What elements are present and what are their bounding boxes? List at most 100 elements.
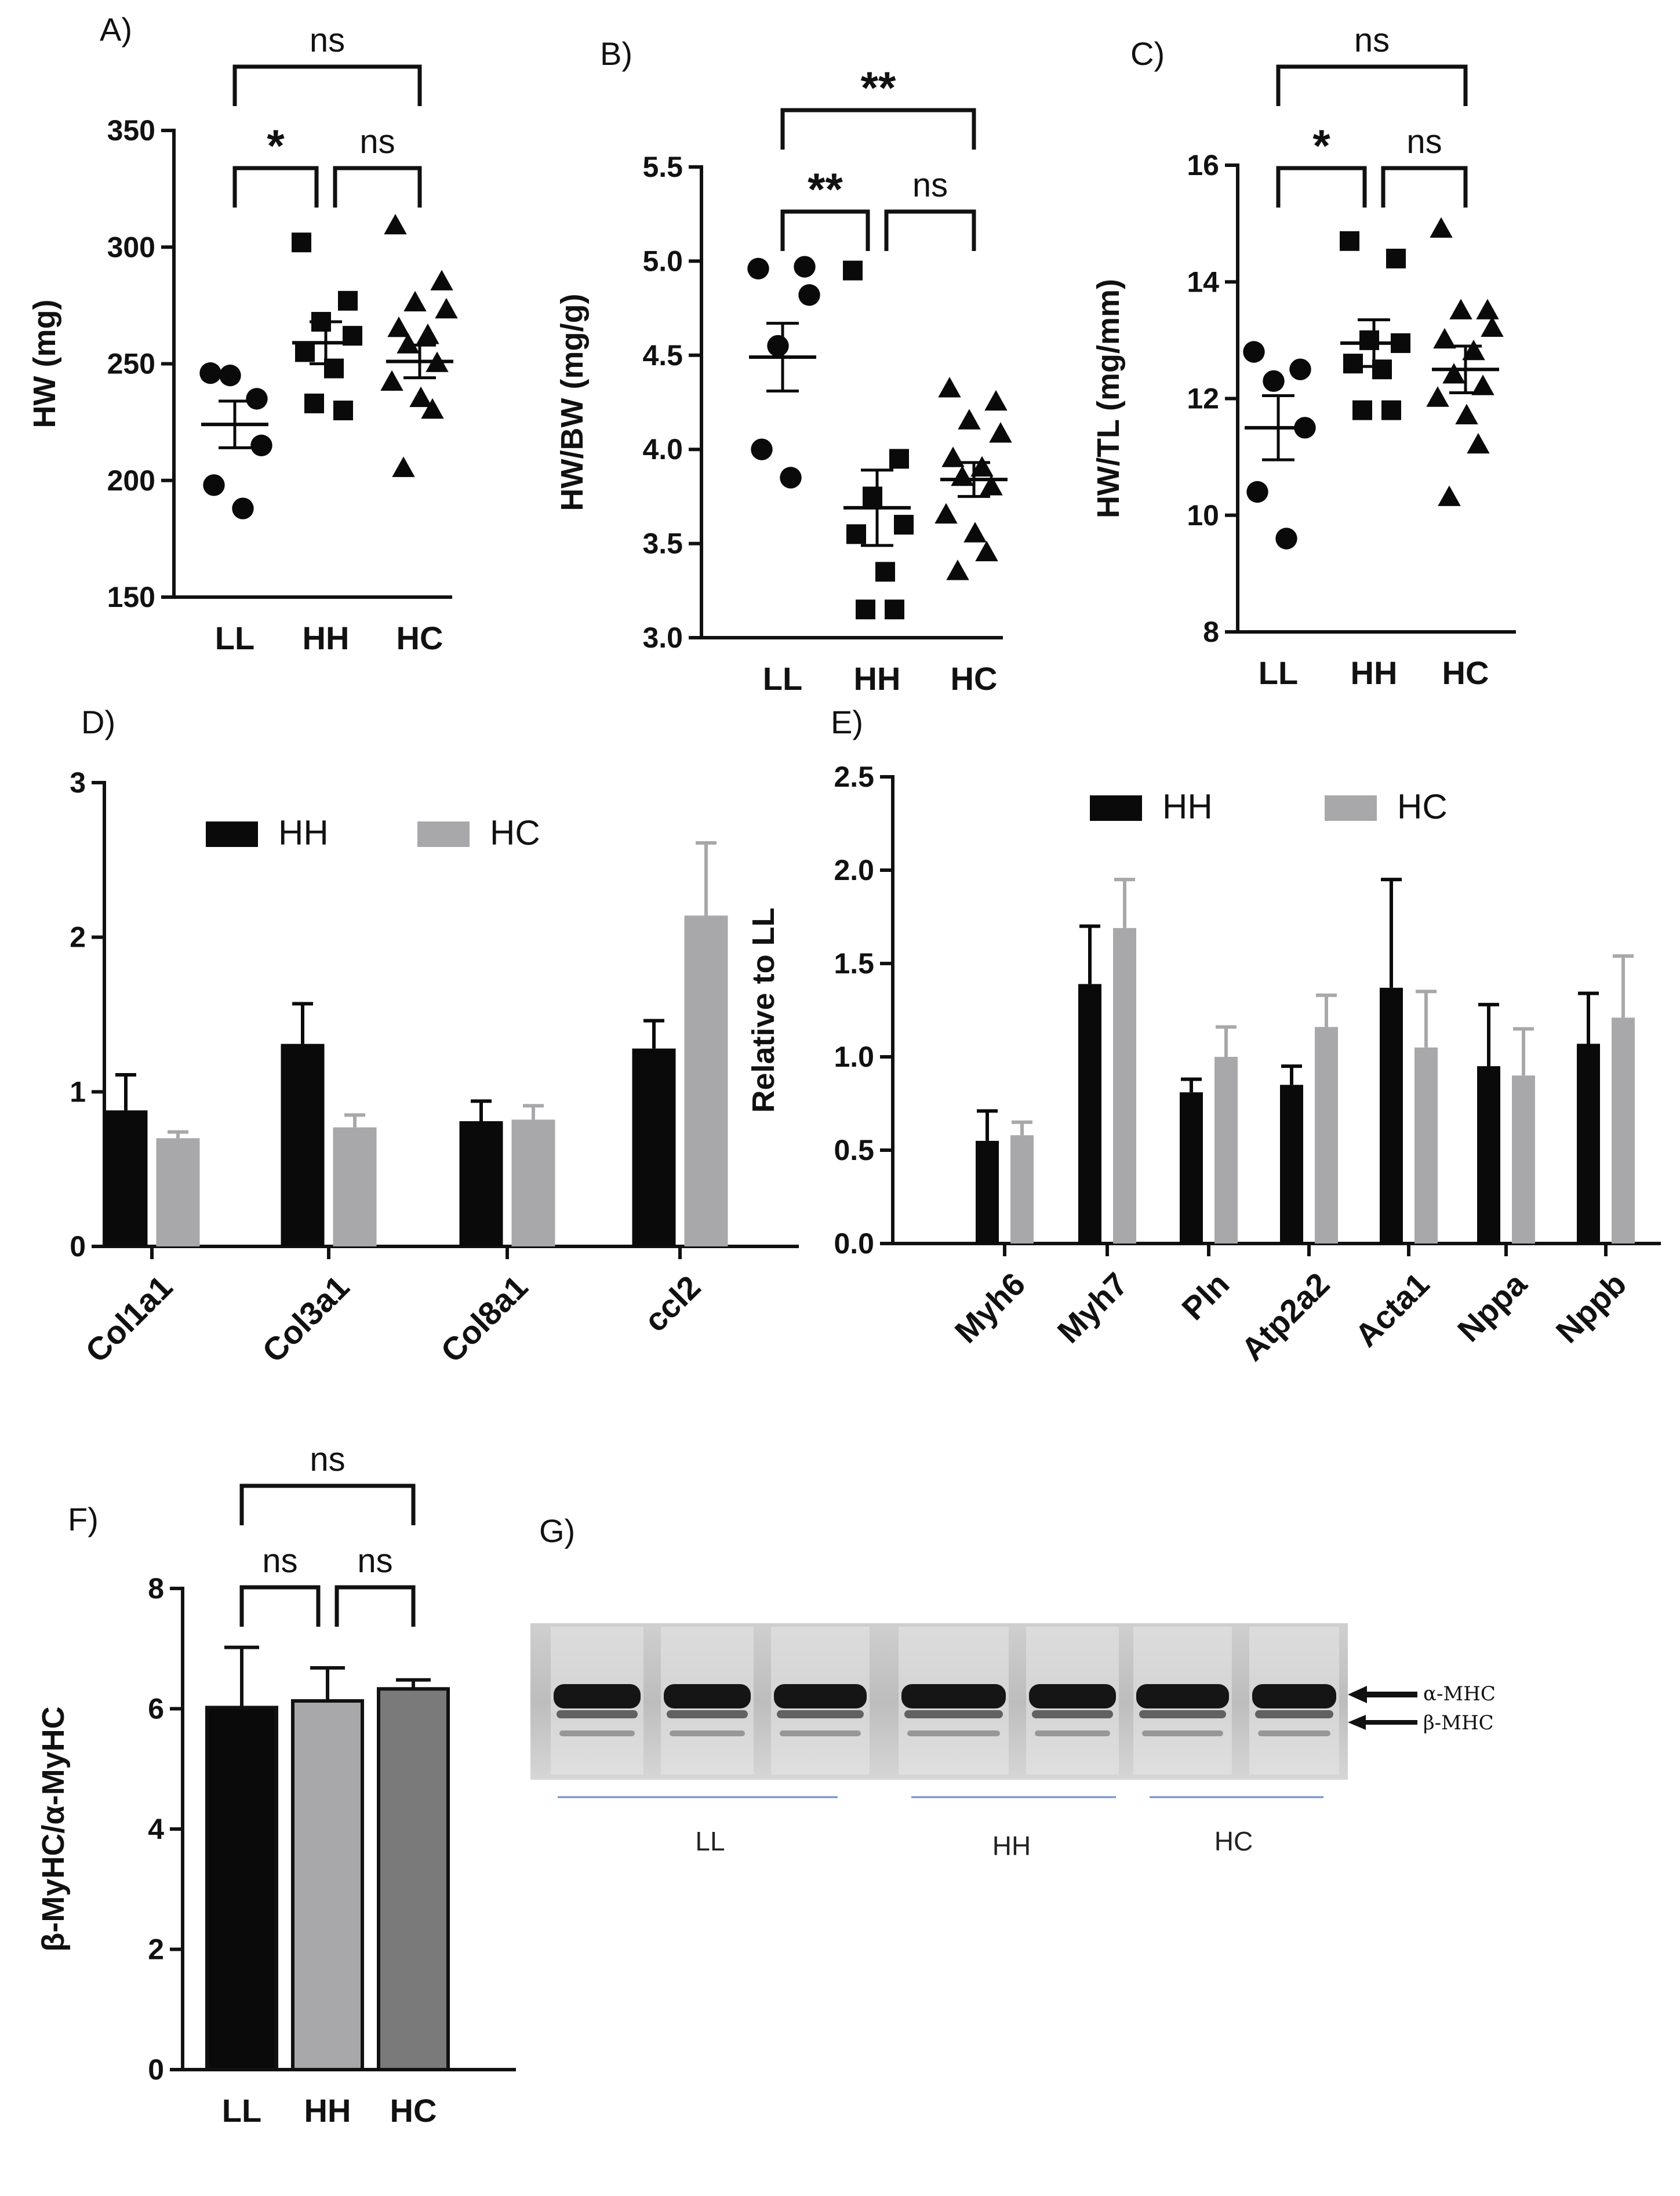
beta-mhc-band	[667, 1710, 748, 1718]
alpha-mhc-band	[554, 1684, 641, 1708]
alpha-mhc-band	[1252, 1684, 1336, 1708]
data-point-circle	[794, 256, 816, 278]
y-tick-label: 14	[1187, 266, 1219, 298]
y-tick-label: 0.0	[834, 1227, 874, 1260]
data-point-circle	[232, 497, 254, 519]
alpha-mhc-arrow-head	[1348, 1686, 1367, 1703]
significance-label: *	[1312, 120, 1330, 171]
chart-e-cardiac-gene-expression: 0.0 0.5 1.0 1.5 2.0 2.5 Relative to LL Myh6 Myh7…	[746, 761, 1661, 1368]
data-point-square	[875, 562, 895, 582]
significance-bracket	[333, 166, 422, 208]
legend-label-hc: HC	[490, 813, 540, 852]
significance-label: ns	[357, 1542, 392, 1580]
data-point-square	[1352, 400, 1372, 420]
data-point-triangle	[938, 377, 961, 398]
significance-label: ns	[310, 21, 345, 59]
panel-label-b: B)	[600, 35, 632, 72]
gel-blot-image: α-MHC β-MHC LL HH HC	[530, 1623, 1496, 1861]
bar-hc	[1315, 1027, 1338, 1244]
data-point-circle	[1263, 370, 1285, 392]
bar-hc	[1414, 1047, 1438, 1244]
data-point-triangle	[1442, 363, 1466, 384]
chart-a-heart-weight: 150 200 250 300 350 HW (mg) LL HH HC * ns ns	[27, 21, 458, 656]
data-point-triangle	[1455, 403, 1478, 424]
panel-label-d: D)	[81, 704, 115, 740]
significance-bracket	[334, 1585, 416, 1627]
x-category-label: Nppa	[1450, 1265, 1534, 1348]
significance-bracket	[1381, 166, 1468, 208]
bar-hc	[1612, 1017, 1635, 1244]
lower-band	[907, 1730, 1000, 1736]
legend-label-hc: HC	[1397, 787, 1448, 826]
panel-label-a: A)	[100, 11, 132, 48]
beta-mhc-band	[557, 1710, 638, 1718]
beta-mhc-band	[904, 1710, 1003, 1718]
y-tick-label: 2.5	[834, 761, 874, 793]
data-point-square	[292, 232, 311, 253]
data-point-circle	[780, 467, 802, 489]
bar-hc	[1113, 928, 1136, 1244]
data-point-square	[1381, 400, 1401, 420]
y-tick-label: 1.0	[834, 1041, 874, 1073]
significance-label: **	[861, 62, 896, 113]
panel-label-c: C)	[1130, 35, 1165, 72]
x-category-label: Nppb	[1549, 1266, 1634, 1350]
significance-label: **	[808, 163, 843, 214]
x-category-label: Col1a1	[78, 1268, 179, 1369]
lower-band	[780, 1730, 861, 1736]
data-point-square	[1372, 359, 1392, 380]
data-point-square	[1343, 354, 1363, 374]
significance-bracket	[1276, 64, 1468, 106]
legend-swatch-hc	[417, 821, 470, 847]
x-category-label: LL	[1259, 655, 1298, 691]
data-point-square	[846, 524, 866, 544]
data-point-circle	[798, 284, 820, 306]
y-axis-label: HW/TL (mg/mm)	[1091, 279, 1126, 518]
x-category-label: HH	[1351, 655, 1398, 691]
lower-band	[559, 1730, 635, 1736]
chart-c-hw-tl-ratio: 8 10 12 14 16 HW/TL (mg/mm) LL HH HC * ns ns	[1091, 21, 1516, 691]
data-point-triangle	[958, 409, 981, 430]
data-point-square	[885, 599, 904, 620]
data-point-triangle	[951, 465, 974, 486]
blot-group-ll: LL	[695, 1826, 725, 1856]
data-point-triangle	[397, 333, 420, 354]
data-point-square	[889, 449, 909, 469]
significance-bracket	[1276, 166, 1367, 208]
y-tick-label: 3.0	[642, 621, 683, 654]
data-point-triangle	[1471, 375, 1494, 395]
data-point-circle	[1289, 358, 1311, 380]
data-point-triangle	[946, 559, 969, 580]
x-category-label: Acta1	[1348, 1266, 1436, 1354]
y-tick-label: 3.5	[642, 528, 683, 560]
panel-label-f: F)	[68, 1501, 99, 1537]
y-tick-label: 250	[107, 348, 155, 380]
data-point-triangle	[409, 386, 432, 408]
significance-label: ns	[359, 123, 395, 161]
y-tick-label: 2	[70, 921, 86, 954]
bar-hh	[291, 1699, 364, 2071]
data-point-triangle	[975, 540, 998, 562]
data-point-triangle	[970, 456, 994, 477]
data-point-triangle	[421, 398, 444, 419]
significance-label: ns	[1406, 123, 1442, 161]
y-tick-label: 5.0	[642, 245, 683, 277]
y-tick-label: 5.5	[642, 151, 683, 183]
bar-hh	[976, 1140, 999, 1244]
legend-swatch-hc	[1325, 795, 1377, 821]
y-tick-label: 8	[1203, 616, 1219, 648]
data-point-square	[843, 260, 863, 281]
chart-f-myhc-ratio: 0 2 4 6 8 β-MyHC/α-MyHC LL HH HC ns ns ns	[36, 1441, 516, 2129]
data-point-circle	[203, 474, 225, 496]
y-tick-label: 4.5	[642, 339, 683, 372]
significance-label: ns	[912, 166, 948, 204]
x-category-label: HC	[1442, 655, 1489, 691]
y-tick-label: 0	[148, 2053, 164, 2086]
legend-label-hh: HH	[1162, 787, 1213, 826]
y-tick-label: 12	[1187, 383, 1219, 415]
y-tick-label: 6	[148, 1693, 164, 1725]
beta-mhc-arrow-head	[1348, 1715, 1366, 1730]
data-point-circle	[1275, 528, 1297, 550]
bar-hh	[1180, 1092, 1203, 1244]
chart-b-hw-bw-ratio: 3.0 3.5 4.0 4.5 5.0 5.5 HW/BW (mg/g) LL HH HC ** ns…	[555, 62, 1012, 697]
